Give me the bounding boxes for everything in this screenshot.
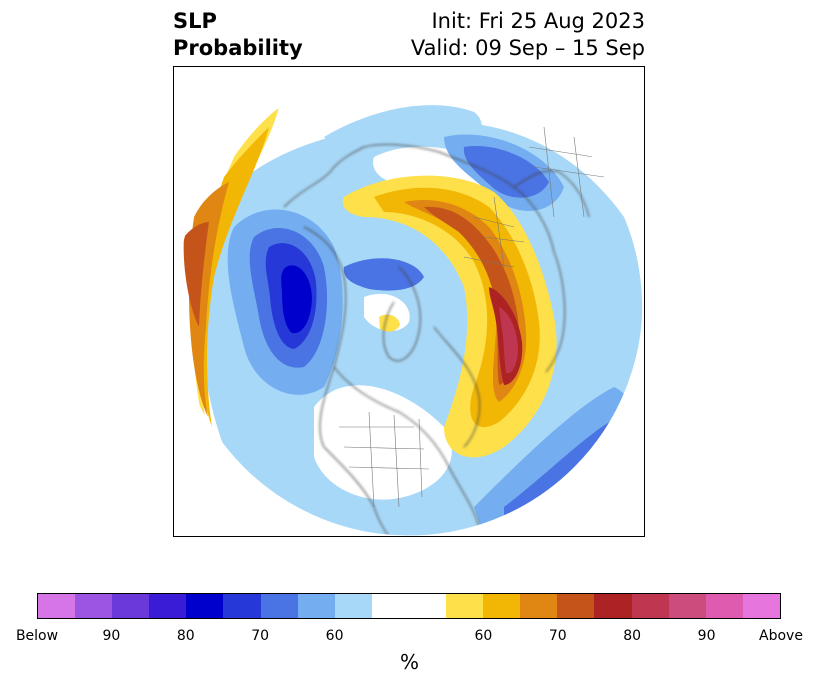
colorbar-segment	[594, 594, 632, 618]
colorbar-segment	[223, 594, 261, 618]
polar-map	[173, 66, 645, 537]
colorbar-segment	[446, 594, 484, 618]
colorbar-segment	[520, 594, 558, 618]
colorbar-tick-label: 90	[697, 628, 716, 644]
colorbar-segment	[186, 594, 224, 618]
colorbar-segment	[483, 594, 521, 618]
valid-range: Valid: 09 Sep – 15 Sep	[410, 36, 645, 60]
colorbar-segment	[297, 594, 335, 618]
colorbar-segment	[260, 594, 298, 618]
colorbar-tick-label: 80	[623, 628, 642, 644]
colorbar-segment	[631, 594, 669, 618]
map-title: SLP Probability	[173, 8, 303, 62]
political-borders	[339, 126, 605, 508]
colorbar-tick-label: 60	[474, 628, 493, 644]
colorbar-tick-label: 70	[251, 628, 270, 644]
colorbar-tick-label: 60	[325, 628, 344, 644]
colorbar-segment	[334, 594, 372, 618]
title-variable: SLP	[173, 9, 217, 33]
colorbar	[37, 593, 781, 619]
colorbar-segment	[408, 594, 447, 618]
colorbar-segment	[371, 594, 409, 618]
forecast-dates: Init: Fri 25 Aug 2023 Valid: 09 Sep – 15…	[411, 8, 645, 62]
title-field: Probability	[173, 36, 303, 60]
colorbar-segment	[742, 594, 780, 618]
colorbar-unit: %	[399, 650, 419, 674]
colorbar-segment	[557, 594, 595, 618]
init-date: Init: Fri 25 Aug 2023	[431, 9, 645, 33]
colorbar-tick-label: 80	[176, 628, 195, 644]
probability-field	[175, 68, 643, 536]
colorbar-tick-label: 90	[102, 628, 121, 644]
colorbar-segment	[38, 594, 76, 618]
colorbar-tick-label: 70	[548, 628, 567, 644]
colorbar-ticks: Below 90 80 70 60 60 70 80 90 Above	[16, 628, 803, 646]
colorbar-segment	[705, 594, 743, 618]
colorbar-segment	[75, 594, 113, 618]
colorbar-tick-label: Above	[759, 628, 803, 644]
colorbar-tick-label: Below	[15, 628, 59, 644]
probability-map-svg	[174, 67, 644, 536]
colorbar-segment	[112, 594, 150, 618]
colorbar-segment	[668, 594, 706, 618]
colorbar-segment	[149, 594, 187, 618]
